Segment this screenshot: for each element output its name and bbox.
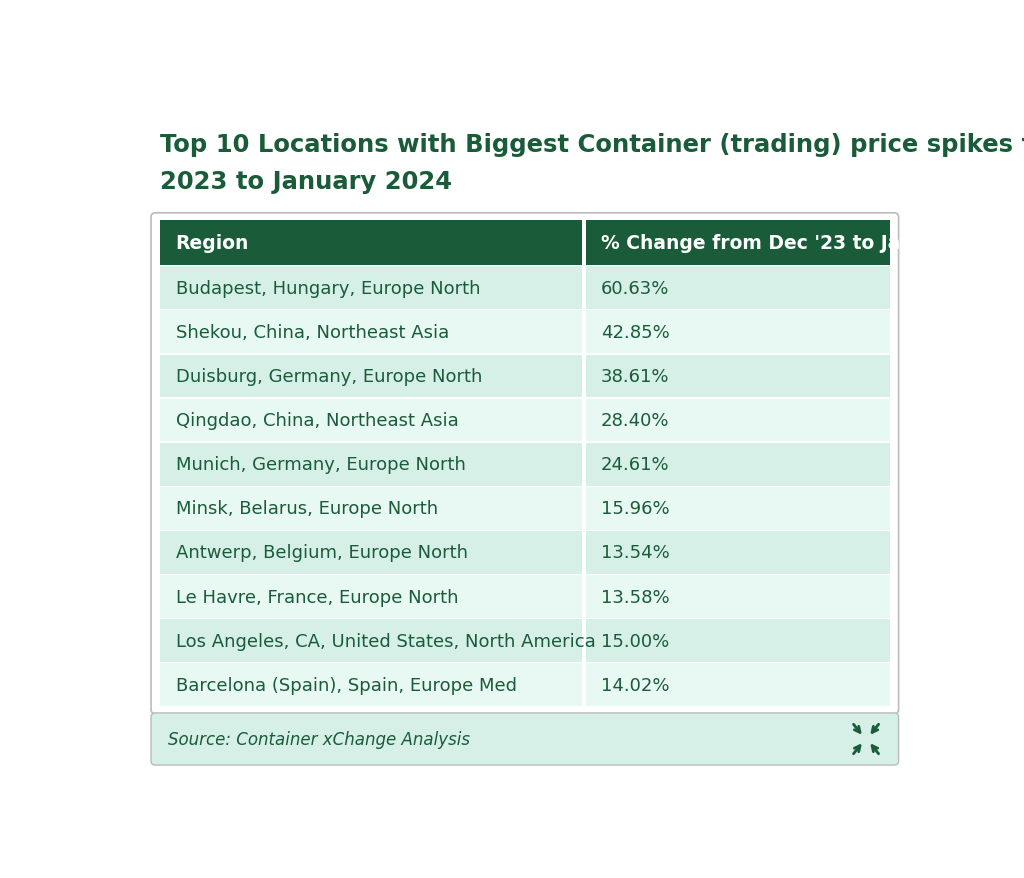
Text: Shekou, China, Northeast Asia: Shekou, China, Northeast Asia xyxy=(176,323,449,342)
Text: 15.96%: 15.96% xyxy=(601,500,670,518)
Bar xyxy=(585,220,890,266)
Bar xyxy=(160,486,890,487)
Bar xyxy=(160,530,582,575)
Bar xyxy=(585,399,890,443)
Bar xyxy=(160,265,890,267)
Text: Region: Region xyxy=(176,234,249,253)
Text: 38.61%: 38.61% xyxy=(601,368,670,385)
Bar xyxy=(160,354,890,355)
Bar xyxy=(160,575,582,619)
Bar xyxy=(585,355,890,399)
Bar xyxy=(160,618,890,620)
Bar xyxy=(160,663,582,707)
Text: Duisburg, Germany, Europe North: Duisburg, Germany, Europe North xyxy=(176,368,482,385)
Bar xyxy=(160,486,582,530)
Bar xyxy=(160,310,890,311)
Bar xyxy=(585,443,890,486)
Bar xyxy=(160,707,890,708)
Bar xyxy=(160,442,890,443)
Text: % Change from Dec '23 to Jan '24: % Change from Dec '23 to Jan '24 xyxy=(601,234,951,253)
Bar xyxy=(160,530,890,531)
Text: Le Havre, France, Europe North: Le Havre, France, Europe North xyxy=(176,588,458,606)
Bar xyxy=(583,220,586,710)
Bar xyxy=(160,662,890,664)
Text: 28.40%: 28.40% xyxy=(601,412,670,429)
Bar xyxy=(160,443,582,486)
Bar xyxy=(160,220,582,266)
Bar xyxy=(585,266,890,310)
Bar xyxy=(160,399,582,443)
Text: Source: Container xChange Analysis: Source: Container xChange Analysis xyxy=(168,730,470,748)
Text: 13.54%: 13.54% xyxy=(601,543,670,562)
Bar xyxy=(585,310,890,355)
Text: Antwerp, Belgium, Europe North: Antwerp, Belgium, Europe North xyxy=(176,543,468,562)
Bar xyxy=(160,355,582,399)
Text: 13.58%: 13.58% xyxy=(601,588,670,606)
Bar xyxy=(585,486,890,530)
Text: 15.00%: 15.00% xyxy=(601,632,669,650)
Text: 24.61%: 24.61% xyxy=(601,456,670,473)
Bar xyxy=(160,266,582,310)
Text: 60.63%: 60.63% xyxy=(601,279,669,298)
Text: Munich, Germany, Europe North: Munich, Germany, Europe North xyxy=(176,456,466,473)
Bar xyxy=(585,619,890,663)
Text: Barcelona (Spain), Spain, Europe Med: Barcelona (Spain), Spain, Europe Med xyxy=(176,676,517,694)
Text: 42.85%: 42.85% xyxy=(601,323,670,342)
Bar xyxy=(160,398,890,399)
Bar xyxy=(160,574,890,575)
Bar xyxy=(585,663,890,707)
FancyBboxPatch shape xyxy=(151,213,899,714)
Bar xyxy=(585,575,890,619)
Bar xyxy=(160,310,582,355)
Text: Qingdao, China, Northeast Asia: Qingdao, China, Northeast Asia xyxy=(176,412,459,429)
Text: Los Angeles, CA, United States, North America: Los Angeles, CA, United States, North Am… xyxy=(176,632,595,650)
Bar xyxy=(160,619,582,663)
Bar xyxy=(585,530,890,575)
Text: 14.02%: 14.02% xyxy=(601,676,670,694)
FancyBboxPatch shape xyxy=(151,713,899,766)
Text: Top 10 Locations with Biggest Container (trading) price spikes from December: Top 10 Locations with Biggest Container … xyxy=(160,133,1024,156)
Text: Minsk, Belarus, Europe North: Minsk, Belarus, Europe North xyxy=(176,500,437,518)
Text: 2023 to January 2024: 2023 to January 2024 xyxy=(160,169,452,193)
Text: Budapest, Hungary, Europe North: Budapest, Hungary, Europe North xyxy=(176,279,480,298)
